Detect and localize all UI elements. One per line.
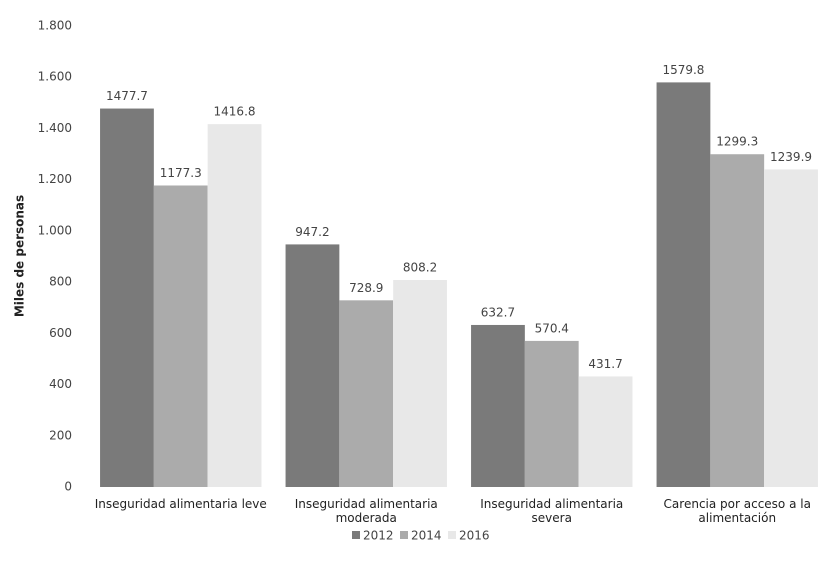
y-tick-label: 1.000 xyxy=(38,223,72,237)
y-axis-label: Miles de personas xyxy=(13,195,27,317)
x-tick-label: Inseguridad alimentaria leve xyxy=(94,497,267,511)
y-tick-label: 600 xyxy=(49,326,72,340)
value-label: 947.2 xyxy=(295,225,329,239)
bar xyxy=(207,124,262,487)
value-label: 808.2 xyxy=(403,261,437,275)
value-label: 1239.9 xyxy=(770,150,812,164)
legend-swatch xyxy=(448,531,456,539)
legend-label: 2014 xyxy=(411,529,442,543)
value-label: 1477.7 xyxy=(106,89,148,103)
legend-swatch xyxy=(400,531,408,539)
y-tick-label: 0 xyxy=(64,480,72,494)
x-tick-label: Inseguridad alimentaria severa xyxy=(480,497,624,525)
value-label: 1177.3 xyxy=(160,166,202,180)
legend-swatch xyxy=(352,531,360,539)
value-label: 570.4 xyxy=(535,321,569,335)
y-tick-label: 200 xyxy=(49,428,72,442)
bar xyxy=(710,154,765,487)
bar xyxy=(393,280,447,487)
bar xyxy=(764,169,818,488)
legend-label: 2012 xyxy=(363,529,394,543)
bar xyxy=(153,185,208,487)
value-label: 1299.3 xyxy=(716,135,758,149)
y-tick-label: 1.400 xyxy=(38,121,72,135)
value-label: 431.7 xyxy=(588,357,622,371)
bar xyxy=(339,300,394,487)
x-tick-label: Carencia por acceso a la alimentación xyxy=(663,497,811,525)
y-tick-label: 1.600 xyxy=(38,70,72,84)
value-label: 728.9 xyxy=(349,281,383,295)
bar xyxy=(471,324,525,487)
value-label: 1579.8 xyxy=(662,63,704,77)
value-label: 1416.8 xyxy=(214,105,256,119)
y-tick-label: 800 xyxy=(49,275,72,289)
bar xyxy=(100,108,154,487)
x-tick-label: Inseguridad alimentaria moderada xyxy=(294,497,438,525)
bar xyxy=(524,340,579,487)
y-tick-label: 1.800 xyxy=(38,19,72,33)
legend-label: 2016 xyxy=(459,529,490,543)
y-tick-label: 400 xyxy=(49,377,72,391)
value-label: 632.7 xyxy=(481,305,515,319)
bar xyxy=(578,376,633,487)
y-tick-label: 1.200 xyxy=(38,172,72,186)
bar xyxy=(656,82,711,488)
bar xyxy=(285,244,340,487)
